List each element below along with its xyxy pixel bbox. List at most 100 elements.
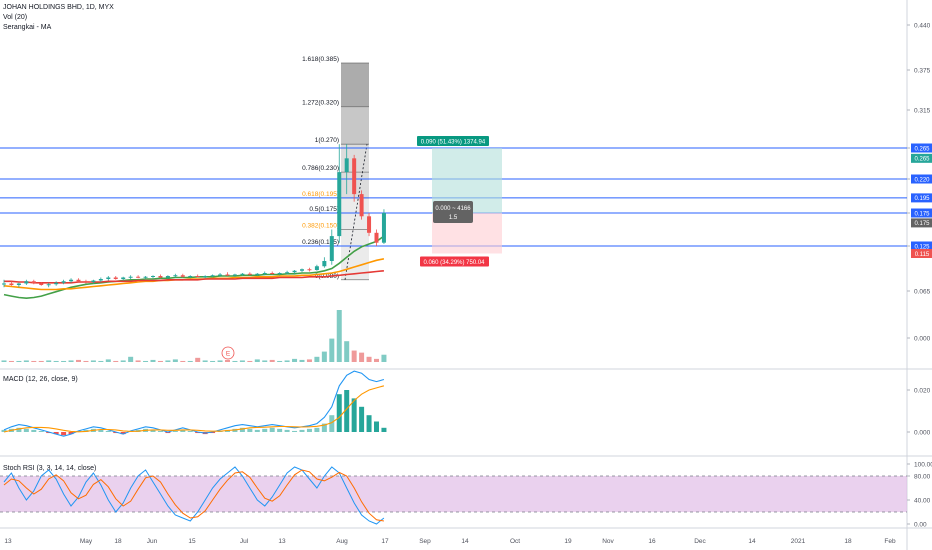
volume-bar (329, 338, 335, 362)
macd-histogram-bar (53, 432, 59, 435)
fib-level-label: 0.5(0.175) (309, 206, 339, 213)
candle-body (2, 283, 6, 285)
volume-bar (202, 360, 208, 362)
stoch-rsi-tick-label: 80.00 (914, 474, 931, 481)
volume-bar (150, 359, 156, 362)
candle-body (203, 276, 208, 277)
macd-histogram-bar (120, 432, 126, 435)
candle-body (173, 275, 178, 277)
fib-zone (341, 106, 369, 145)
volume-bar (247, 360, 253, 362)
candle-body (255, 273, 260, 275)
volume-bar (225, 359, 230, 362)
candle-body (54, 282, 59, 285)
volume-bar (83, 360, 89, 362)
volume-bar (381, 354, 387, 362)
macd-histogram-bar (344, 390, 350, 432)
price-tag (911, 193, 932, 203)
price-tag-label: 0.125 (914, 244, 930, 250)
volume-bar (232, 360, 238, 362)
macd-title: MACD (12, 26, close, 9) (3, 376, 78, 383)
earnings-letter: E (226, 351, 231, 358)
price-tag (911, 241, 932, 251)
time-axis-label: May (80, 538, 93, 545)
price-tag (911, 208, 932, 218)
target-label-bg (417, 136, 489, 146)
candle-body (76, 279, 81, 282)
time-axis-label: Oct (510, 538, 520, 545)
earnings-circle (221, 346, 235, 360)
macd-histogram-bar (1, 429, 7, 432)
macd-histogram-bar (366, 415, 372, 432)
candle-body (329, 236, 334, 261)
macd-histogram-bar (277, 428, 283, 432)
macd-histogram-bar (321, 423, 327, 432)
macd-histogram-bar (374, 421, 379, 432)
fib-trend-line (344, 144, 368, 280)
volume-bar (165, 360, 171, 362)
volume-bar (321, 351, 327, 362)
volume-bar (31, 360, 37, 362)
volume-bar (143, 360, 149, 362)
volume-bar (172, 359, 178, 362)
stoch-rsi-tick-label: 0.00 (914, 522, 927, 529)
symbol-title[interactable]: JOHAN HOLDINGS BHD, 1D, MYX (3, 4, 114, 11)
time-axis-label: 17 (381, 538, 389, 545)
candle-body (292, 270, 297, 273)
volume-bar (113, 360, 119, 362)
stoch-rsi-band (0, 476, 907, 512)
moving-average-line (3, 258, 385, 291)
volume-bar (299, 359, 305, 362)
fib-level-label: 1(0.270) (315, 137, 339, 144)
position-target-label: 0.090 (51.43%) 1374.94 (417, 136, 489, 146)
time-axis-label: 14 (461, 538, 469, 545)
candle-body (98, 279, 103, 281)
price-tick-label: 0.065 (914, 289, 931, 296)
price-tag-label: 0.195 (914, 196, 930, 202)
fib-zone (341, 229, 369, 246)
price-tag (911, 143, 932, 153)
volume-bar (135, 360, 141, 362)
macd-histogram-bar (68, 432, 74, 435)
volume-bar (23, 360, 29, 362)
volume-bar (336, 310, 342, 362)
volume-bar (239, 360, 245, 362)
macd-histogram-bar (187, 430, 193, 432)
candle-body (210, 275, 215, 277)
volume-bar (180, 360, 186, 362)
volume-bar (366, 356, 372, 362)
ma-indicator-label[interactable]: Serangkai - MA (3, 24, 52, 31)
macd-line (3, 370, 385, 437)
price-tag-label: 0.175 (914, 211, 930, 217)
entry-label-text: 0.000 ~ 4166 (435, 206, 471, 212)
time-axis-label: Dec (694, 538, 706, 545)
volume-bar (16, 360, 22, 362)
candle-body (195, 276, 200, 277)
fib-zone (341, 213, 369, 230)
entry-label-bg (433, 201, 473, 223)
fib-level-label: 1.272(0.320) (302, 100, 339, 107)
volume-bar (344, 341, 350, 362)
candle-body (262, 273, 267, 274)
candle-body (337, 172, 342, 237)
volume-indicator-label[interactable]: Vol (20) (3, 14, 28, 21)
candle-body (16, 283, 21, 285)
macd-histogram-bar (262, 428, 268, 432)
macd-histogram-bar (239, 427, 245, 432)
macd-histogram-bar (16, 427, 22, 432)
volume-bar (157, 360, 163, 362)
candle-body (143, 276, 148, 278)
candle-body (218, 274, 223, 276)
position-entry-label: 0.000 ~ 4166 1.5 (433, 201, 473, 223)
macd-histogram-bar (38, 430, 44, 432)
target-label-text: 0.090 (51.43%) 1374.94 (421, 140, 486, 146)
macd-histogram-bar (299, 429, 305, 432)
macd-histogram-bar (292, 430, 298, 432)
earnings-marker: E (221, 346, 235, 360)
macd-histogram-bar (314, 427, 320, 432)
candle-body (367, 216, 372, 233)
candle-body (381, 213, 386, 243)
price-tick-label: 0.440 (914, 23, 931, 30)
stoch-rsi-k-line (3, 466, 385, 525)
